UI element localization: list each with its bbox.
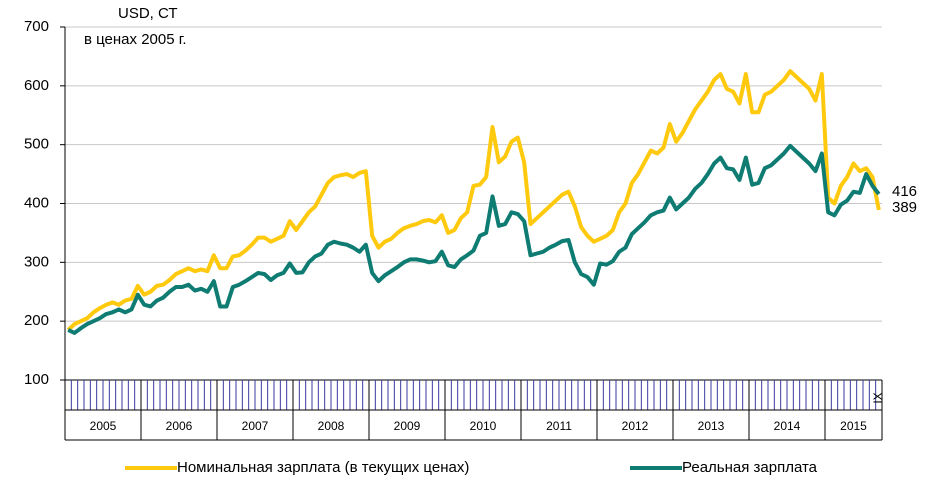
year-label: 2013 [698,419,725,433]
series-line [67,143,881,335]
legend-label: Реальная зарплата [682,459,818,476]
year-label: 2009 [394,419,421,433]
year-label: 2008 [318,419,345,433]
series-line [66,69,881,332]
year-label: 2005 [90,419,117,433]
year-label: 2010 [470,419,497,433]
y-axis-label: USD, СТ [118,5,178,22]
end-value-label: 416 [892,183,917,200]
x-tick-label: IX [871,392,885,403]
year-label: 2007 [242,419,269,433]
end-value-label: 389 [892,199,917,216]
year-label: 2006 [166,419,193,433]
year-label: 2012 [622,419,649,433]
y-tick-label: 200 [24,312,49,329]
y-tick-label: 600 [24,77,49,94]
y-tick-label: 100 [24,371,49,388]
y-axis-label: в ценах 2005 г. [84,31,187,48]
y-tick-label: 500 [24,136,49,153]
legend-label: Номинальная зарплата (в текущих ценах) [177,459,469,476]
year-label: 2011 [546,419,572,433]
y-tick-label: 300 [24,253,49,270]
y-tick-label: 400 [24,194,49,211]
y-tick-label: 700 [24,18,49,35]
year-label: 2014 [774,419,801,433]
year-label: 2015 [840,419,867,433]
